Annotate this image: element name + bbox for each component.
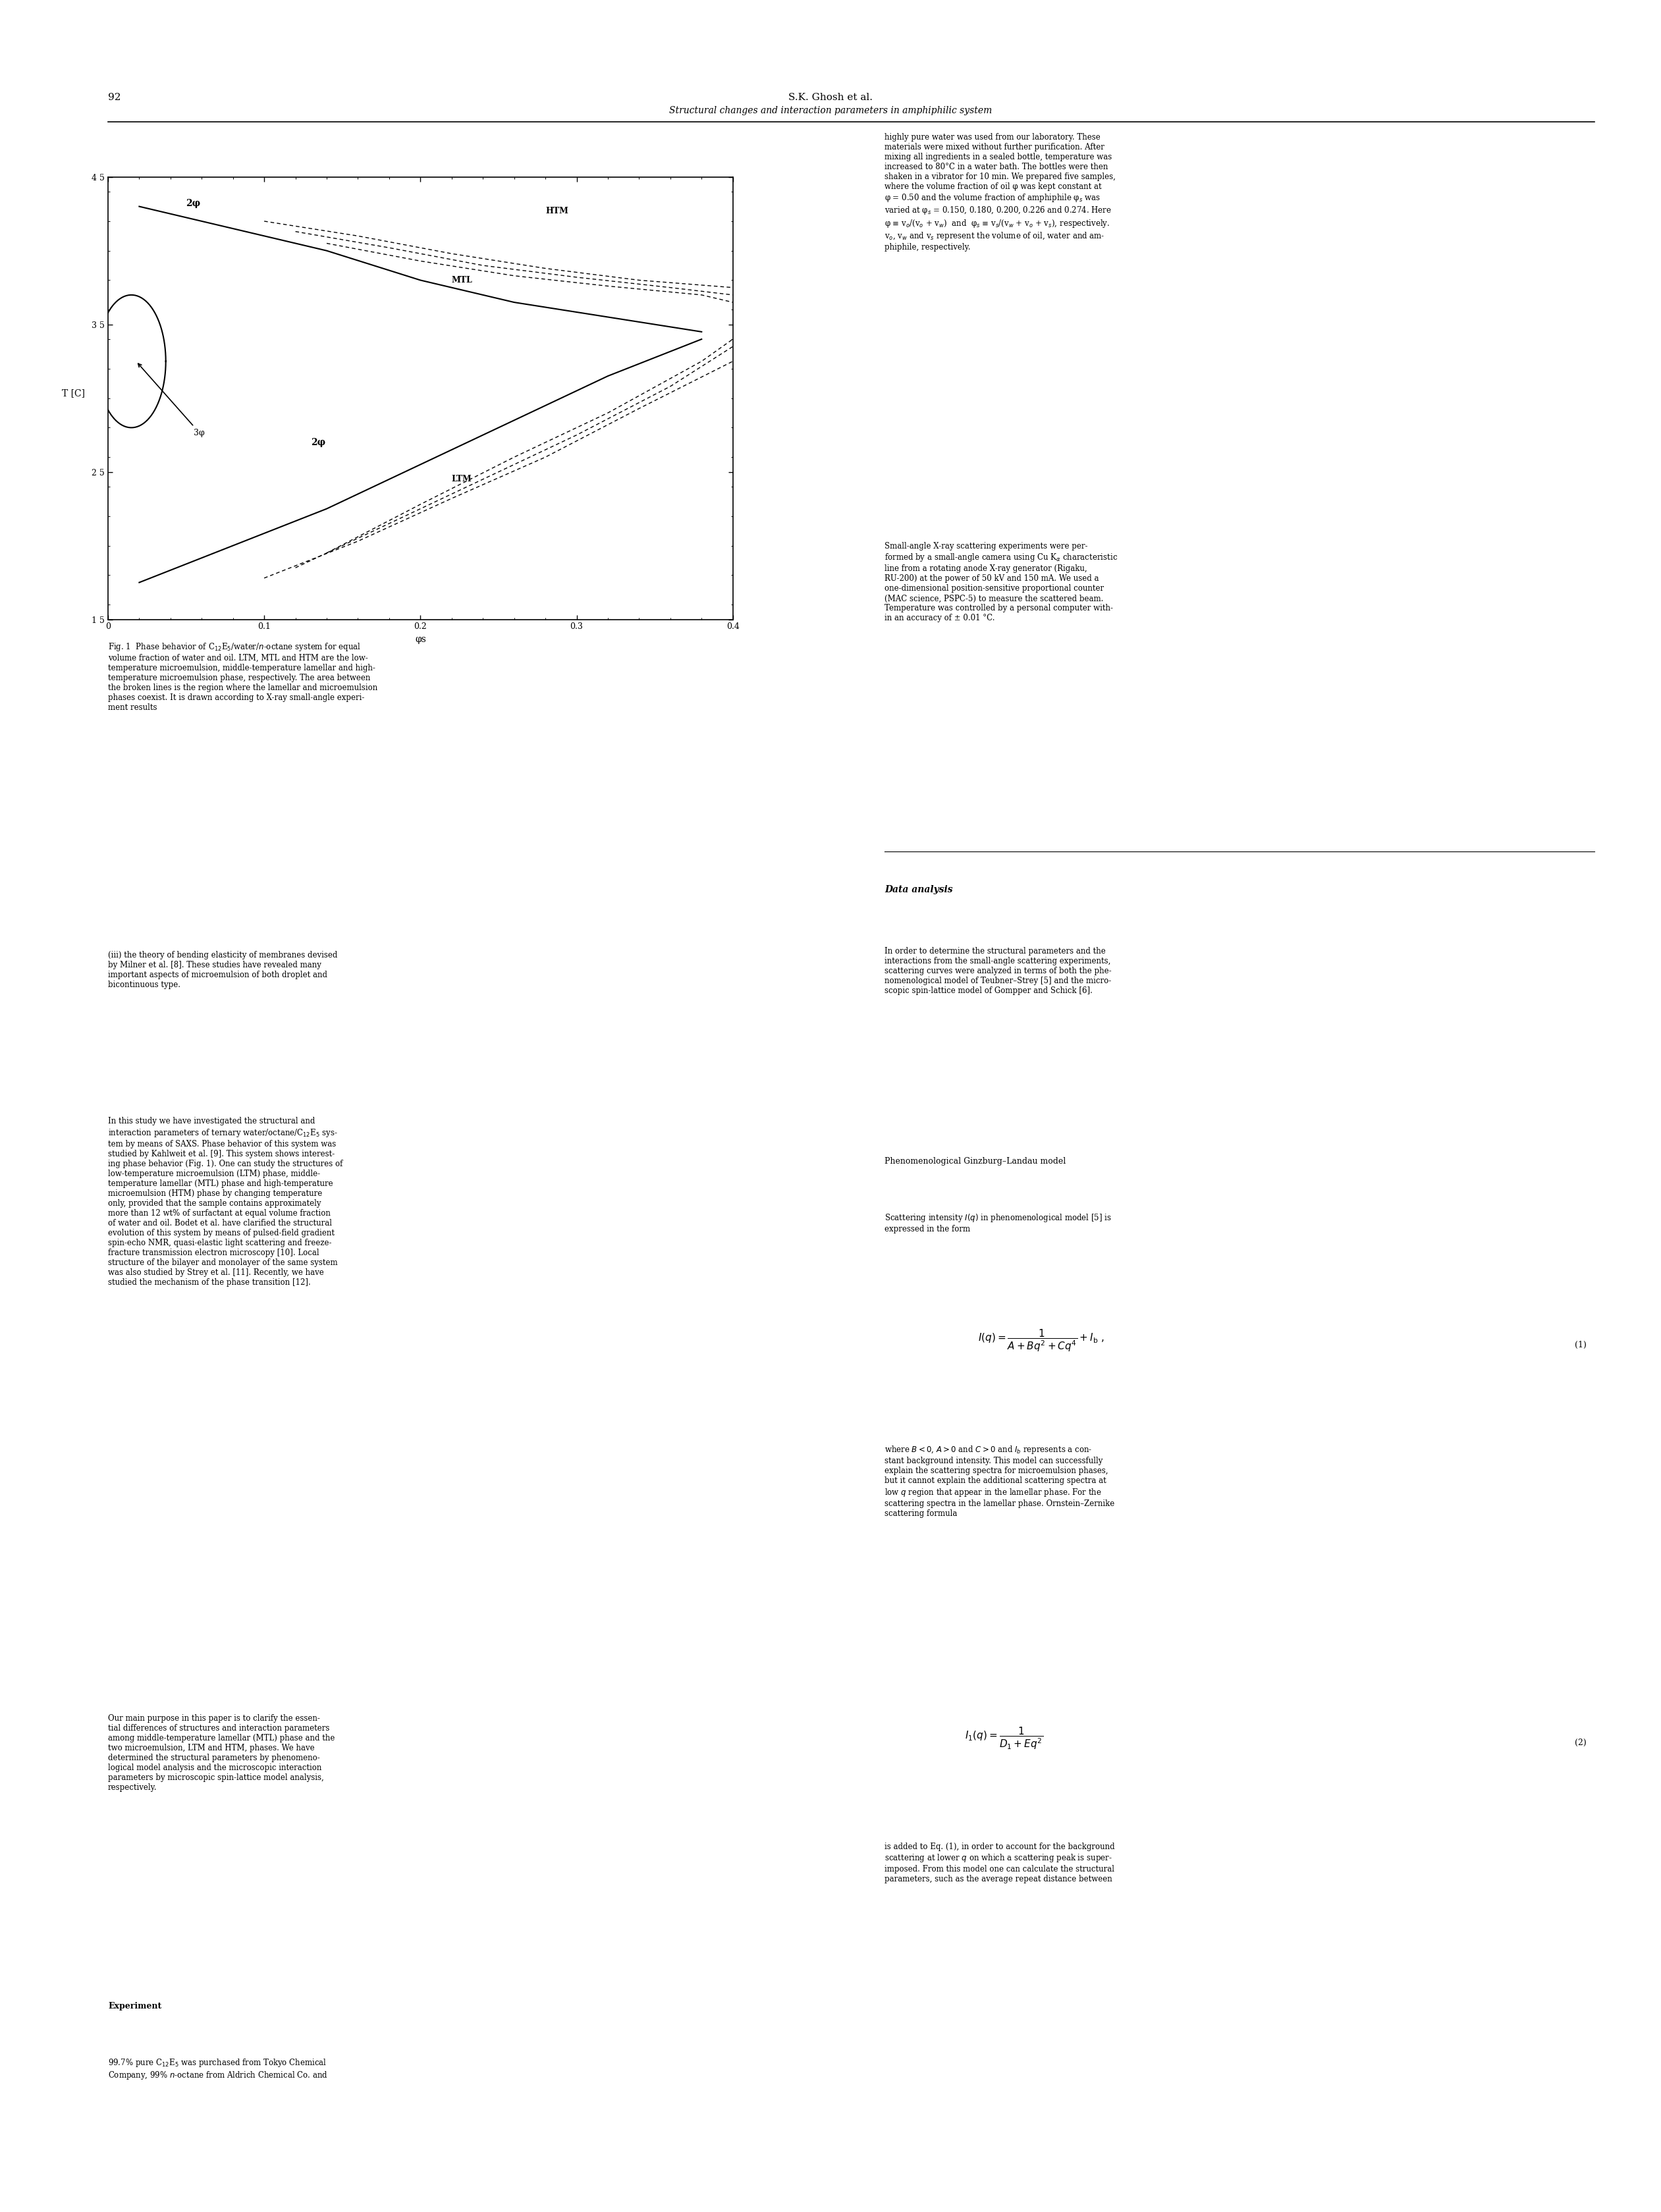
Text: 92: 92 — [108, 93, 121, 102]
X-axis label: φs: φs — [415, 635, 425, 644]
Text: MTL: MTL — [452, 276, 472, 285]
Text: $I(q) = \dfrac{1}{A + Bq^2 + Cq^4} + I_{\rm b}\ ,$: $I(q) = \dfrac{1}{A + Bq^2 + Cq^4} + I_{… — [978, 1327, 1105, 1354]
Text: 2φ: 2φ — [311, 438, 326, 447]
Text: Data analysis: Data analysis — [884, 885, 953, 894]
Text: Phenomenological Ginzburg–Landau model: Phenomenological Ginzburg–Landau model — [884, 1157, 1066, 1166]
Text: Structural changes and interaction parameters in amphiphilic system: Structural changes and interaction param… — [669, 106, 992, 115]
Text: Scattering intensity $I(q)$ in phenomenological model [5] is
expressed in the fo: Scattering intensity $I(q)$ in phenomeno… — [884, 1212, 1111, 1234]
Text: 99.7% pure C$_{12}$E$_5$ was purchased from Tokyo Chemical
Company, 99% $n$-octa: 99.7% pure C$_{12}$E$_5$ was purchased f… — [108, 2057, 327, 2081]
Text: Our main purpose in this paper is to clarify the essen-
tial differences of stru: Our main purpose in this paper is to cla… — [108, 1714, 336, 1792]
Text: (1): (1) — [1575, 1340, 1586, 1349]
Text: S.K. Ghosh et al.: S.K. Ghosh et al. — [789, 93, 872, 102]
Text: 3φ: 3φ — [138, 363, 204, 438]
Text: In order to determine the structural parameters and the
interactions from the sm: In order to determine the structural par… — [884, 947, 1111, 995]
Text: Experiment: Experiment — [108, 2002, 161, 2011]
Text: is added to Eq. (1), in order to account for the background
scattering at lower : is added to Eq. (1), in order to account… — [884, 1843, 1115, 1885]
Y-axis label: T [C]: T [C] — [61, 389, 85, 398]
Text: $I_1(q) = \dfrac{1}{D_1 + Eq^2}$: $I_1(q) = \dfrac{1}{D_1 + Eq^2}$ — [965, 1725, 1043, 1752]
Text: HTM: HTM — [545, 206, 568, 215]
Text: In this study we have investigated the structural and
interaction parameters of : In this study we have investigated the s… — [108, 1117, 342, 1287]
Text: Small-angle X-ray scattering experiments were per-
formed by a small-angle camer: Small-angle X-ray scattering experiments… — [884, 542, 1118, 622]
Text: highly pure water was used from our laboratory. These
materials were mixed witho: highly pure water was used from our labo… — [884, 133, 1116, 252]
Text: Fig. 1  Phase behavior of C$_{12}$E$_5$/water/$n$-octane system for equal
volume: Fig. 1 Phase behavior of C$_{12}$E$_5$/w… — [108, 641, 377, 712]
Text: LTM: LTM — [452, 476, 472, 484]
Text: where $B < 0$, $A > 0$ and $C > 0$ and $I_b$ represents a con-
stant background : where $B < 0$, $A > 0$ and $C > 0$ and $… — [884, 1444, 1115, 1517]
Text: (iii) the theory of bending elasticity of membranes devised
by Milner et al. [8]: (iii) the theory of bending elasticity o… — [108, 951, 337, 989]
Text: 2φ: 2φ — [186, 199, 201, 208]
Text: (2): (2) — [1575, 1739, 1586, 1747]
